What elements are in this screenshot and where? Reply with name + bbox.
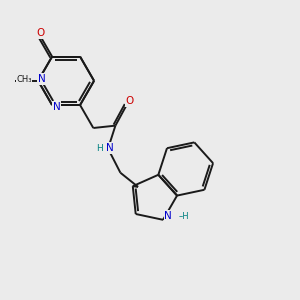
Text: N: N [38, 74, 46, 84]
Text: H: H [96, 143, 103, 152]
Text: O: O [125, 97, 134, 106]
Text: N: N [52, 101, 60, 112]
Text: O: O [37, 28, 45, 38]
Text: N: N [164, 211, 172, 221]
Text: N: N [106, 143, 113, 153]
Text: –H: –H [178, 212, 189, 221]
Text: CH₃: CH₃ [16, 75, 32, 84]
